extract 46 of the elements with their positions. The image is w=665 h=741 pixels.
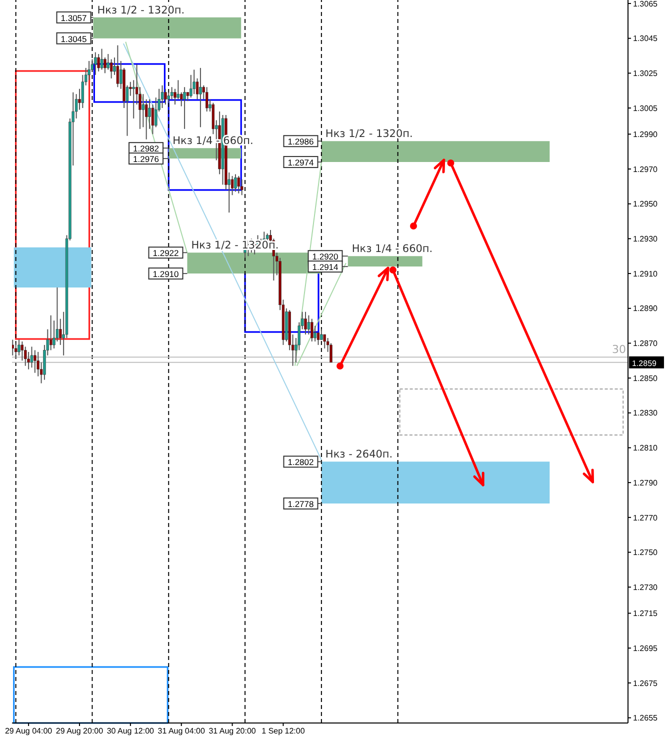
x-tick-label: 30 Aug 12:00 — [106, 726, 155, 736]
y-tick-label: 1.2990 — [633, 130, 658, 139]
annotation: 1.2986 — [288, 136, 314, 147]
x-tick-label: 29 Aug 20:00 — [56, 726, 104, 736]
y-tick-label: 1.2675 — [633, 678, 658, 688]
y-tick-label: 1.2730 — [633, 582, 658, 592]
y-tick-label: 1.2715 — [633, 609, 658, 618]
y-tick-label: 1.2970 — [633, 164, 658, 174]
y-tick-label: 1.3005 — [633, 104, 658, 113]
x-tick-label: 1 Sep 12:00 — [262, 726, 306, 736]
y-tick-label: 1.2655 — [633, 714, 658, 723]
band-label: Нкз 1/4 - 660п. — [352, 243, 433, 256]
y-tick-label: 1.2695 — [633, 644, 658, 653]
annotation: 1.2922 — [152, 248, 180, 258]
y-tick-label: 1.2910 — [633, 269, 658, 278]
y-tick-label: 1.2930 — [633, 234, 658, 244]
band-label: Нкз - 2640п. — [325, 448, 393, 461]
y-tick-label: 1.2770 — [633, 513, 658, 522]
y-tick-label: 1.2790 — [633, 478, 658, 488]
annotation: 1.2910 — [152, 269, 180, 280]
y-tick-label: 1.2830 — [633, 408, 658, 418]
annotation: 1.3045 — [60, 34, 88, 44]
y-tick-label: 1.2850 — [633, 374, 658, 383]
annotation: 1.2920 — [312, 252, 339, 262]
annotation: 30 — [612, 343, 626, 356]
y-tick-label: 1.3045 — [633, 34, 658, 44]
annotation: 1.2974 — [288, 158, 314, 168]
x-tick-label: 31 Aug 20:00 — [208, 726, 256, 736]
annotation: 1.2914 — [312, 262, 339, 272]
y-tick-label: 1.2750 — [633, 548, 658, 558]
y-tick-label: 1.2950 — [633, 200, 658, 209]
y-tick-label: 1.2870 — [633, 339, 658, 348]
x-tick-label: 29 Aug 04:00 — [4, 726, 53, 736]
y-tick-label: 1.3065 — [633, 0, 658, 8]
y-tick-label: 1.2810 — [633, 444, 658, 453]
annotation: 1.2778 — [288, 498, 314, 509]
annotation: 1.3057 — [60, 12, 88, 23]
annotation: 1.2976 — [133, 154, 160, 164]
ref-line-label: 1.2859 — [632, 358, 658, 368]
band-label: Нкз 1/2 - 1320п. — [97, 4, 185, 16]
y-tick-label: 1.2890 — [633, 304, 658, 314]
band-label: Нкз 1/2 - 1320п. — [325, 128, 413, 140]
annotation: 1.2802 — [288, 457, 314, 468]
x-tick-label: 31 Aug 04:00 — [158, 726, 206, 736]
annotation: 1.2982 — [133, 144, 160, 154]
y-tick-label: 1.3025 — [633, 69, 658, 78]
